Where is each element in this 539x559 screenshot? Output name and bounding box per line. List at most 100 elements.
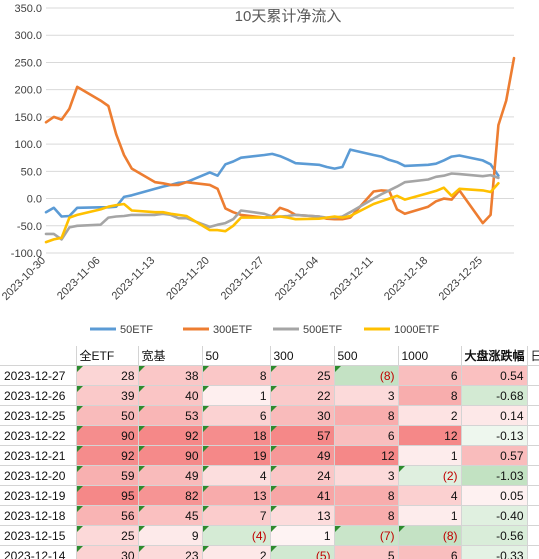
header-cell-50: 50 [202, 346, 271, 366]
value-cell-e500: 8 [334, 485, 399, 506]
date-cell: 2023-12-27 [0, 365, 77, 386]
market-change-cell: 0.57 [461, 445, 528, 466]
value-cell-broad: 53 [138, 405, 203, 426]
value-cell-e500: 12 [334, 445, 399, 466]
value-cell-all: 25 [76, 525, 139, 546]
value-cell-e50: 8 [202, 365, 271, 386]
value-cell-e1000: 12 [398, 425, 462, 446]
table-row: 2023-12-22 90 92 18 57 6 12 -0.13 [0, 425, 539, 446]
value-cell-e300: 41 [270, 485, 335, 506]
value-cell-e50: (4) [202, 525, 271, 546]
value-cell-e300: 24 [270, 465, 335, 486]
header-cell-market-change: 大盘涨跌幅 [461, 346, 528, 366]
value-cell-e500: 8 [334, 505, 399, 526]
header-cell-300: 300 [270, 346, 335, 366]
value-cell-broad: 23 [138, 545, 203, 559]
chart-title: 10天累计净流入 [235, 8, 342, 25]
market-change-cell: 0.54 [461, 365, 528, 386]
table-row: 2023-12-18 56 45 7 13 8 1 -0.40 [0, 505, 539, 526]
value-cell-e50: 13 [202, 485, 271, 506]
series-line-1000etf [44, 182, 500, 244]
series-line-50etf [44, 148, 500, 218]
date-cell: 2023-12-21 [0, 445, 77, 466]
value-cell-all: 59 [76, 465, 139, 486]
chart-svg: -100.0 -50.0 0.0 50.0 100.0 150.0 200.0 250.0 30… [0, 3, 516, 336]
value-cell-e50: 2 [202, 545, 271, 559]
value-cell-broad: 90 [138, 445, 203, 466]
value-cell-e300: 1 [270, 525, 335, 546]
date-cell: 2023-12-18 [0, 505, 77, 526]
y-tick-label: 300.0 [14, 30, 42, 42]
x-tick-label: 2023-11-27 [219, 255, 267, 303]
y-tick-label: -50.0 [17, 221, 42, 233]
value-cell-e1000: 8 [398, 385, 462, 406]
value-cell-e500: 5 [334, 545, 399, 559]
value-cell-all: 30 [76, 545, 139, 559]
value-cell-all: 56 [76, 505, 139, 526]
legend-label-50etf: 50ETF [120, 324, 153, 336]
market-change-cell: -0.13 [461, 425, 528, 446]
y-tick-label: 0.0 [27, 194, 42, 206]
y-tick-label: 100.0 [14, 139, 42, 151]
flow-table-grid: 全ETF 宽基 50 300 500 1000 大盘涨跌幅 日 2023-12-… [0, 346, 539, 559]
market-change-cell: -0.56 [461, 525, 528, 546]
value-cell-e500: 3 [334, 385, 399, 406]
value-cell-e1000: 2 [398, 405, 462, 426]
value-cell-e300: 30 [270, 405, 335, 426]
value-cell-e50: 1 [202, 385, 271, 406]
value-cell-e300: 57 [270, 425, 335, 446]
table-row: 2023-12-15 25 9 (4) 1 (7) (8) -0.56 [0, 525, 539, 546]
y-tick-label: 150.0 [14, 112, 42, 124]
value-cell-e300: (5) [270, 545, 335, 559]
value-cell-broad: 40 [138, 385, 203, 406]
value-cell-broad: 49 [138, 465, 203, 486]
legend-label-300etf: 300ETF [213, 324, 252, 336]
market-change-cell: -1.03 [461, 465, 528, 486]
value-cell-e1000: 1 [398, 445, 462, 466]
table-row: 2023-12-25 50 53 6 30 8 2 0.14 [0, 405, 539, 426]
date-cell: 2023-12-15 [0, 525, 77, 546]
value-cell-e50: 18 [202, 425, 271, 446]
y-tick-label: 350.0 [14, 3, 42, 15]
value-cell-e500: 8 [334, 405, 399, 426]
value-cell-all: 92 [76, 445, 139, 466]
y-tick-label: 200.0 [14, 85, 42, 97]
value-cell-broad: 38 [138, 365, 203, 386]
truncated-cell [527, 445, 539, 466]
series-line-300etf [44, 56, 516, 225]
value-cell-e1000: 4 [398, 485, 462, 506]
truncated-cell [527, 485, 539, 506]
truncated-cell [527, 365, 539, 386]
x-tick-label: 2023-12-25 [437, 255, 485, 303]
value-cell-e300: 13 [270, 505, 335, 526]
date-cell: 2023-12-25 [0, 405, 77, 426]
market-change-cell: -0.33 [461, 545, 528, 559]
market-change-cell: 0.14 [461, 405, 528, 426]
x-tick-label: 2023-12-11 [328, 255, 376, 303]
header-cell-all-etf: 全ETF [76, 346, 139, 366]
truncated-cell [527, 405, 539, 426]
x-tick-label: 2023-12-18 [382, 255, 430, 303]
truncated-cell [527, 505, 539, 526]
truncated-cell [527, 385, 539, 406]
header-cell-500: 500 [334, 346, 399, 366]
table-row: 2023-12-20 59 49 4 24 3 (2) -1.03 [0, 465, 539, 486]
x-tick-label: 2023-11-20 [164, 255, 212, 303]
truncated-cell [527, 525, 539, 546]
date-cell: 2023-12-19 [0, 485, 77, 506]
date-cell: 2023-12-14 [0, 545, 77, 559]
value-cell-e1000: 1 [398, 505, 462, 526]
value-cell-e300: 25 [270, 365, 335, 386]
date-cell: 2023-12-20 [0, 465, 77, 486]
table-body: 2023-12-27 28 38 8 25 (8) 6 0.54 2023-12-26 39 40 1… [0, 365, 539, 559]
value-cell-e1000: 6 [398, 545, 462, 559]
value-cell-e300: 22 [270, 385, 335, 406]
header-cell-broad: 宽基 [138, 346, 203, 366]
value-cell-broad: 9 [138, 525, 203, 546]
table-row: 2023-12-14 30 23 2 (5) 5 6 -0.33 [0, 545, 539, 559]
line-chart: -100.0 -50.0 0.0 50.0 100.0 150.0 200.0 250.0 30… [0, 3, 516, 336]
header-cell-date [0, 346, 77, 366]
value-cell-broad: 45 [138, 505, 203, 526]
header-cell-1000: 1000 [398, 346, 462, 366]
x-tick-label: 2023-12-04 [273, 255, 321, 303]
